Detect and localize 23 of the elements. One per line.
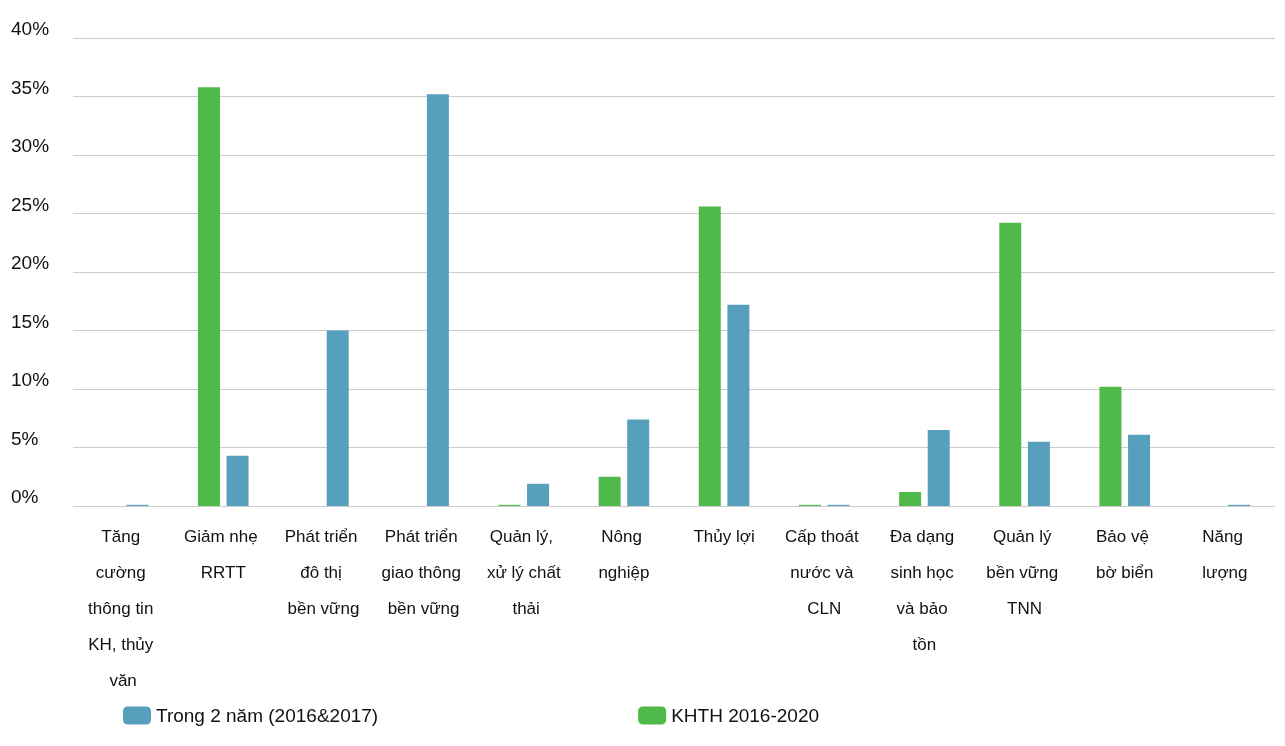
x-tick-label: Phát triển đô thị bền vững <box>284 526 363 618</box>
y-tick-label: 40% <box>11 18 50 39</box>
y-tick-label: 5% <box>11 427 39 449</box>
x-tick-label: Năng lượng <box>1202 526 1248 582</box>
x-tick-label: Thủy lợi <box>693 526 755 546</box>
x-tick-label: Cấp thoát nước và CLN <box>785 526 864 618</box>
x-tick-label: Bảo vệ bờ biển <box>1095 526 1154 582</box>
x-tick-label: Nông nghiệp <box>598 526 650 582</box>
x-tick-label: Quản lý bền vững TNN <box>986 526 1063 618</box>
x-tick-label: Giảm nhẹ RRTT <box>184 526 263 582</box>
x-tick-label: Đa dạng sinh học và bảo tồn <box>889 526 959 654</box>
x-tick-label: Phát triển giao thông bền vững <box>381 526 466 618</box>
y-tick-label: 10% <box>11 369 50 390</box>
legend-label: KHTH 2016-2020 <box>671 705 820 726</box>
y-tick-label: 30% <box>11 135 50 156</box>
x-tick-label: Quản lý, xử lý chất thải <box>486 526 561 618</box>
y-tick-label: 25% <box>11 193 50 215</box>
y-tick-label: 35% <box>11 76 50 98</box>
y-tick-label: 20% <box>11 252 50 273</box>
x-tick-label: Tăng cường thông tin KH, thủy văn <box>88 526 159 690</box>
y-tick-label: 15% <box>11 310 50 332</box>
legend-label: Trong 2 năm (2016&2017) <box>156 705 379 726</box>
y-tick-label: 0% <box>11 486 39 507</box>
